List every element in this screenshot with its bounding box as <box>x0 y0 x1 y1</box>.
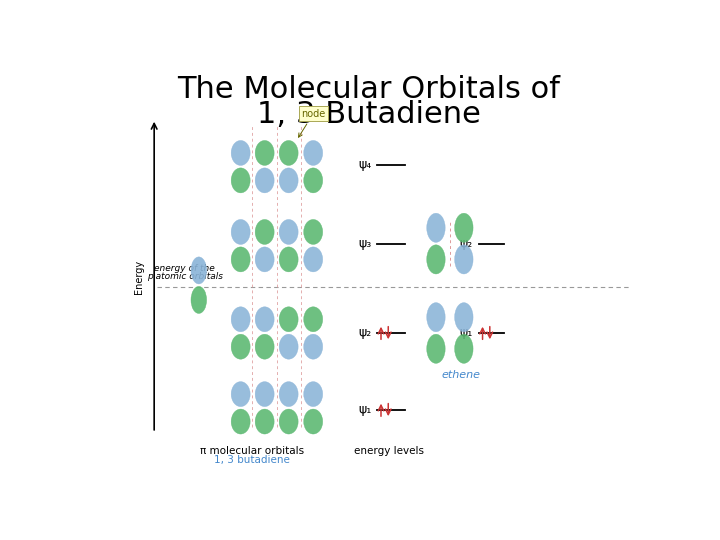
Ellipse shape <box>304 219 323 245</box>
Text: energy levels: energy levels <box>354 446 423 456</box>
Ellipse shape <box>231 168 250 193</box>
Ellipse shape <box>279 409 298 434</box>
Text: ψ₁: ψ₁ <box>359 403 372 416</box>
Ellipse shape <box>304 334 323 359</box>
Ellipse shape <box>255 382 274 407</box>
Ellipse shape <box>231 247 250 272</box>
Text: 1, 3 butadiene: 1, 3 butadiene <box>214 455 289 465</box>
Text: ethene: ethene <box>441 369 480 380</box>
Ellipse shape <box>279 382 298 407</box>
Text: 1, 3-Butadiene: 1, 3-Butadiene <box>257 100 481 129</box>
Ellipse shape <box>454 213 473 242</box>
Ellipse shape <box>231 334 250 359</box>
Text: ψ₁: ψ₁ <box>459 327 472 340</box>
Text: energy of the: energy of the <box>155 264 215 273</box>
Ellipse shape <box>304 409 323 434</box>
Ellipse shape <box>255 307 274 332</box>
Ellipse shape <box>231 140 250 165</box>
Ellipse shape <box>255 247 274 272</box>
Ellipse shape <box>427 213 445 242</box>
Text: The Molecular Orbitals of: The Molecular Orbitals of <box>178 75 560 104</box>
Ellipse shape <box>231 409 250 434</box>
Ellipse shape <box>255 168 274 193</box>
Ellipse shape <box>279 247 298 272</box>
Ellipse shape <box>427 334 445 363</box>
Ellipse shape <box>231 382 250 407</box>
Ellipse shape <box>427 245 445 274</box>
Ellipse shape <box>454 334 473 363</box>
Ellipse shape <box>279 334 298 359</box>
Text: π molecular orbitals: π molecular orbitals <box>199 446 304 456</box>
Text: ψ₂: ψ₂ <box>359 327 372 340</box>
Text: p atomic orbitals: p atomic orbitals <box>147 272 223 280</box>
Ellipse shape <box>255 219 274 245</box>
Ellipse shape <box>255 334 274 359</box>
Ellipse shape <box>304 140 323 165</box>
Text: node: node <box>299 109 325 137</box>
Ellipse shape <box>255 409 274 434</box>
Ellipse shape <box>191 286 207 313</box>
Ellipse shape <box>255 140 274 165</box>
Ellipse shape <box>304 247 323 272</box>
Ellipse shape <box>304 307 323 332</box>
Text: ψ₃: ψ₃ <box>359 237 372 250</box>
Ellipse shape <box>279 168 298 193</box>
Ellipse shape <box>279 140 298 165</box>
Text: Energy: Energy <box>133 260 143 294</box>
Text: ψ₄: ψ₄ <box>359 158 372 171</box>
Ellipse shape <box>454 302 473 332</box>
Ellipse shape <box>427 302 445 332</box>
Text: ψ₂: ψ₂ <box>459 237 472 250</box>
Ellipse shape <box>279 219 298 245</box>
Ellipse shape <box>231 219 250 245</box>
Ellipse shape <box>304 382 323 407</box>
Ellipse shape <box>304 168 323 193</box>
Ellipse shape <box>279 307 298 332</box>
Ellipse shape <box>454 245 473 274</box>
Ellipse shape <box>191 257 207 284</box>
Ellipse shape <box>231 307 250 332</box>
